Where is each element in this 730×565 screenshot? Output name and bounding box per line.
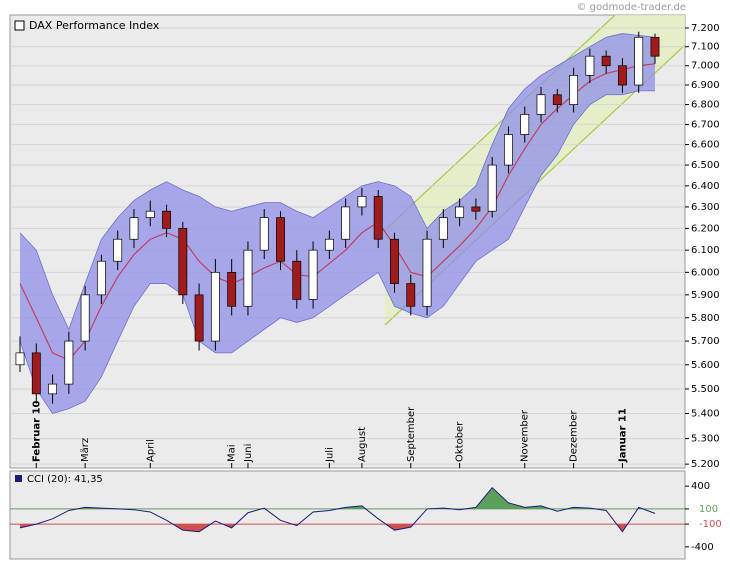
y-tick-label: 6.500 — [691, 160, 720, 171]
candle-body — [438, 217, 448, 240]
source: © godmode-trader.de — [577, 2, 687, 13]
y-tick-label: 7.100 — [691, 42, 720, 53]
plot — [10, 27, 685, 533]
candle-body — [618, 65, 627, 86]
candle-body — [15, 352, 25, 366]
channel-line — [384, 14, 616, 231]
y-tick-label: 5.300 — [691, 434, 720, 445]
y-tick-label: -100 — [699, 519, 722, 530]
cci-panel — [9, 470, 686, 560]
candle-body — [552, 94, 562, 105]
candle-body — [48, 383, 57, 395]
candle-body — [536, 94, 546, 115]
candle-body — [292, 260, 302, 300]
cci-title: CCI (20): 41,35 — [27, 474, 103, 485]
candle-body — [504, 134, 513, 166]
candle-body — [634, 36, 644, 86]
x-tick-label: Mai — [227, 444, 238, 462]
candle-body — [145, 210, 155, 218]
y-tick-label: 5.200 — [691, 459, 720, 470]
candle-body — [64, 340, 74, 385]
x-tick-label: November — [520, 409, 531, 462]
candle-body — [162, 210, 171, 229]
candle-body — [341, 206, 351, 240]
y-tick-label: 7.000 — [691, 61, 720, 72]
candle-body — [569, 74, 579, 105]
y-tick-label: -400 — [691, 542, 714, 553]
candle-body — [406, 283, 416, 307]
candle-body — [31, 352, 41, 395]
candle-body — [227, 271, 237, 307]
candle-body — [520, 114, 530, 135]
candle-body — [601, 55, 611, 67]
candle-body — [178, 228, 188, 296]
y-tick-label: 6.800 — [691, 100, 720, 111]
x-tick-label: August — [357, 427, 368, 462]
candle-body — [129, 217, 139, 240]
bollinger-band — [20, 33, 655, 414]
candle-body — [194, 294, 204, 342]
y-tick-label: 6.600 — [691, 140, 720, 151]
y-tick-label: 6.400 — [691, 181, 720, 192]
series-line — [19, 63, 656, 361]
y-tick-label: 5.400 — [691, 409, 720, 420]
candle-body — [455, 206, 465, 218]
candle-body — [113, 238, 123, 262]
y-tick-label: 400 — [691, 481, 710, 492]
candle-body — [96, 260, 106, 296]
x-tick-label: Juli — [324, 447, 335, 463]
y-tick-label: 5.600 — [691, 360, 720, 371]
candle-body — [357, 195, 367, 208]
y-tick-label: 5.700 — [691, 336, 720, 347]
candle-body — [324, 238, 334, 251]
x-tick-label: Februar 10 — [31, 400, 42, 462]
y-tick-label: 6.300 — [691, 202, 720, 213]
y-tick-label: 6.100 — [691, 245, 720, 256]
series-line — [19, 33, 656, 331]
candle-body — [650, 36, 660, 57]
candle-body — [276, 217, 285, 262]
candle-body — [585, 55, 595, 76]
candle-body — [80, 294, 90, 342]
y-tick-label: 6.900 — [691, 80, 720, 91]
x-tick-label: Oktober — [455, 421, 466, 462]
y-tick-label: 6.000 — [691, 267, 720, 278]
legend-swatch — [15, 475, 22, 482]
x-tick-label: März — [80, 438, 91, 462]
y-tick-label: 7.200 — [691, 23, 720, 34]
y-tick-label: 5.500 — [691, 384, 720, 395]
candle-body — [243, 249, 253, 307]
x-tick-label: Januar 11 — [617, 408, 628, 463]
x-tick-label: September — [406, 406, 417, 462]
y-tick-label: 5.800 — [691, 313, 720, 324]
candle-body — [471, 206, 481, 212]
series-line — [19, 90, 655, 415]
y-tick-label: 100 — [699, 504, 718, 515]
cci-area-high — [20, 487, 655, 509]
legend-swatch — [14, 20, 25, 31]
cci-line — [19, 486, 656, 533]
x-tick-label: Juni — [243, 444, 254, 463]
candle-body — [373, 195, 383, 240]
x-tick-label: April — [145, 439, 156, 462]
candle-body — [422, 238, 432, 307]
y-tick-label: 6.200 — [691, 223, 720, 234]
chart-title: DAX Performance Index — [29, 19, 160, 32]
y-tick-label: 5.900 — [691, 290, 720, 301]
candle-body — [308, 249, 318, 300]
candle-body — [487, 164, 497, 212]
candle-body — [210, 271, 220, 342]
candle-body — [259, 217, 269, 251]
candle-body — [390, 238, 399, 284]
x-tick-label: Dezember — [569, 410, 580, 462]
y-tick-label: 6.700 — [691, 119, 720, 130]
